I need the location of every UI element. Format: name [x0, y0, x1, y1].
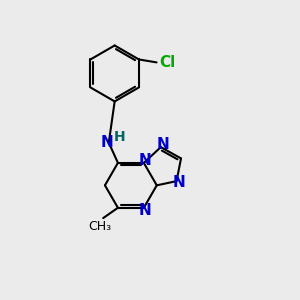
Text: N: N: [139, 153, 152, 168]
Text: CH₃: CH₃: [88, 220, 111, 232]
Text: N: N: [139, 202, 152, 217]
Text: H: H: [113, 130, 125, 144]
Text: Cl: Cl: [160, 55, 176, 70]
Text: N: N: [157, 137, 169, 152]
Text: N: N: [101, 135, 114, 150]
Text: N: N: [172, 175, 185, 190]
